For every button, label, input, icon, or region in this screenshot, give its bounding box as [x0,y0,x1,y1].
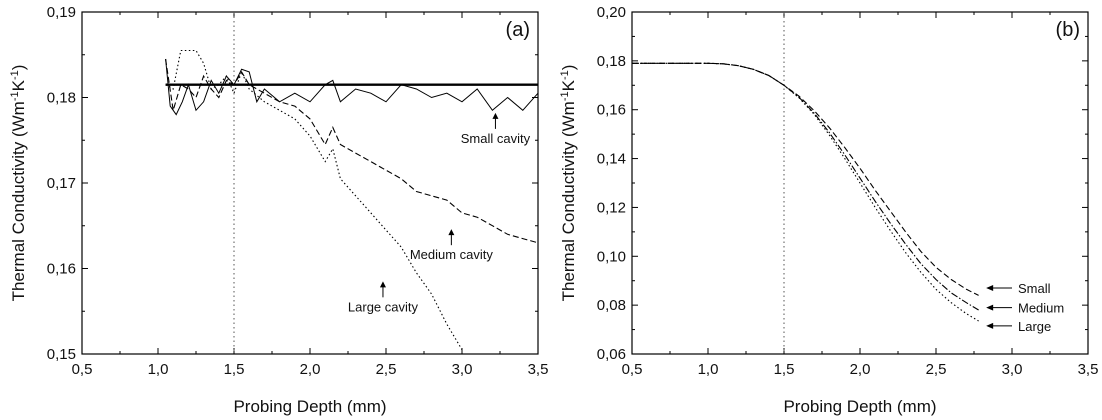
x-tick-label: 1,0 [698,361,719,378]
y-tick-label: 0,15 [47,346,76,363]
series-line-large-cavity [165,49,463,350]
y-tick-label: 0,20 [597,4,626,21]
annotation-label: Large cavity [348,299,419,314]
y-tick-label: 0,16 [597,102,626,119]
series-line-small [632,62,979,296]
y-axis-title-main: Thermal Conductivity (Wm [559,101,578,301]
y-axis-title-exp2: -1 [559,70,571,80]
x-tick-label: 3,0 [452,361,473,378]
series-line-medium-cavity [165,58,539,244]
x-tick-label: 2,0 [850,361,871,378]
panel-label: (b) [1056,19,1080,41]
label-arrowhead [986,304,994,311]
y-tick-label: 0,10 [597,248,626,265]
y-axis-title: Thermal Conductivity (Wm-1K-1) [559,65,578,302]
y-axis-title-main: Thermal Conductivity (Wm [9,101,28,301]
label-arrowhead [986,285,994,292]
x-tick-label: 3,5 [528,361,549,378]
x-tick-label: 2,0 [300,361,321,378]
y-tick-label: 0,14 [597,151,626,168]
y-axis-title-exp1: -1 [559,91,571,101]
y-tick-label: 0,12 [597,199,626,216]
y-axis-title-close: ) [559,65,578,71]
panel-b: 0,5 1,0 1,5 2,0 2,5 3,0 3,5 0,06 0,08 0,10 0,12 0,1… [559,4,1098,416]
series-label: Small [1018,281,1051,296]
series-line-small-cavity [165,58,539,116]
y-tick-label: 0,08 [597,297,626,314]
annotation-arrowhead [448,229,455,236]
x-tick-label: 2,5 [926,361,947,378]
y-axis-title-close: ) [9,65,28,71]
annotation-label: Medium cavity [410,247,494,262]
x-tick-label: 0,5 [622,361,643,378]
x-axis-title: Probing Depth (mm) [783,397,936,416]
annotation-arrowhead [379,281,386,288]
y-tick-label: 0,19 [47,4,76,21]
x-tick-label: 1,5 [774,361,795,378]
series-label: Large [1018,319,1051,334]
series-label: Medium [1018,301,1064,316]
series-line-medium [632,62,979,311]
panel-a: 0,5 1,0 1,5 2,0 2,5 3,0 3,5 0,15 0,16 0,17 0,18 0,1… [9,4,548,416]
y-tick-label: 0,18 [597,53,626,70]
x-axis-title: Probing Depth (mm) [233,397,386,416]
x-tick-label: 3,5 [1078,361,1099,378]
x-tick-label: 2,5 [376,361,397,378]
y-axis-title: Thermal Conductivity (Wm-1K-1) [9,65,28,302]
y-axis-title-exp1: -1 [9,91,21,101]
x-tick-label: 1,5 [224,361,245,378]
panel-label: (a) [506,19,530,41]
y-axis-title-unit: K [9,79,28,91]
annotation-label: Small cavity [461,131,531,146]
x-tick-label: 0,5 [72,361,93,378]
y-axis-title-unit: K [559,79,578,91]
y-tick-label: 0,06 [597,346,626,363]
plot-frame [81,11,539,355]
y-axis-title-exp2: -1 [9,70,21,80]
y-tick-label: 0,18 [47,90,76,107]
label-arrowhead [986,322,994,329]
series-line-large [632,62,979,322]
x-tick-label: 1,0 [148,361,169,378]
annotation-arrowhead [492,112,499,119]
y-tick-label: 0,17 [47,175,76,192]
y-tick-label: 0,16 [47,261,76,278]
x-tick-label: 3,0 [1002,361,1023,378]
